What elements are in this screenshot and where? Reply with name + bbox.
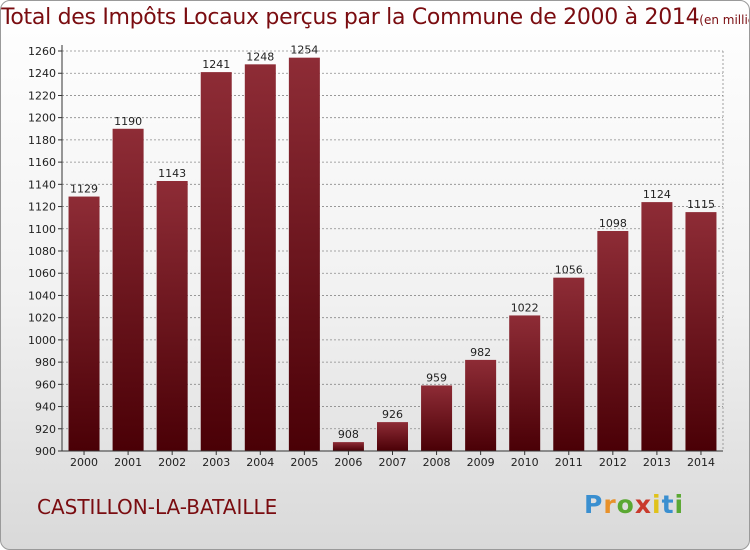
y-tick-label: 1120 [28,201,56,214]
x-tick-label: 2013 [643,456,671,469]
bar-value-label: 982 [470,346,491,359]
x-tick-label: 2010 [511,456,539,469]
x-tick-label: 2007 [379,456,407,469]
bar-2011 [553,277,585,451]
x-tick-label: 2005 [290,456,318,469]
x-tick-label: 2006 [334,456,362,469]
y-tick-label: 1020 [28,312,56,325]
bar-value-label: 1056 [555,264,583,277]
y-tick-label: 1080 [28,245,56,258]
bar-value-label: 1098 [599,217,627,230]
bar-2007 [377,422,408,451]
bar-value-label: 1143 [158,167,186,180]
y-tick-label: 1000 [28,334,56,347]
y-tick-label: 920 [35,423,56,436]
x-tick-label: 2012 [599,456,627,469]
y-tick-label: 1160 [28,156,56,169]
y-tick-label: 1040 [28,289,56,302]
bar-2001 [112,128,144,451]
bar-2009 [465,359,497,451]
bar-value-label: 1241 [202,58,230,71]
y-tick-label: 1140 [28,178,56,191]
logo-letter: t [661,490,675,519]
logo-letter: P [584,490,604,519]
bar-value-label: 1248 [246,50,274,63]
chart-title-unit: (en milliers d'€) [699,13,749,27]
logo-letter: x [634,490,652,519]
y-tick-label: 900 [35,445,56,458]
x-tick-label: 2003 [202,456,230,469]
bar-value-label: 959 [426,371,447,384]
x-tick-label: 2014 [687,456,715,469]
y-tick-label: 1100 [28,223,56,236]
y-tick-label: 1240 [28,67,56,80]
bar-2003 [200,72,232,451]
x-tick-label: 2002 [158,456,186,469]
bar-2013 [641,202,673,451]
y-tick-label: 1200 [28,112,56,125]
bar-2012 [597,231,629,451]
y-tick-label: 1220 [28,89,56,102]
bar-value-label: 1129 [70,183,98,196]
x-tick-label: 2001 [114,456,142,469]
logo-letter: i [652,490,662,519]
y-tick-label: 960 [35,378,56,391]
bar-2010 [509,315,541,451]
x-tick-label: 2004 [246,456,274,469]
bar-value-label: 1022 [511,301,539,314]
bar-value-label: 1124 [643,188,671,201]
bar-2006 [332,442,364,451]
y-tick-label: 1060 [28,267,56,280]
x-tick-label: 2000 [70,456,98,469]
y-tick-label: 940 [35,401,56,414]
proxiti-logo: Proxiti [584,490,684,519]
logo-letter: r [603,490,617,519]
y-tick-label: 1260 [28,45,56,58]
y-tick-label: 1180 [28,134,56,147]
bar-2002 [156,181,188,451]
y-tick-label: 980 [35,356,56,369]
logo-letter: i [674,490,685,519]
x-tick-label: 2008 [423,456,451,469]
bar-2014 [685,212,717,451]
bar-value-label: 1115 [687,198,715,211]
bar-2005 [288,57,320,452]
chart-title: Total des Impôts Locaux perçus par la Co… [1,5,749,30]
bar-value-label: 1190 [114,115,142,128]
bar-2004 [244,64,276,452]
bar-value-label: 926 [382,408,403,421]
bar-2008 [421,385,453,451]
logo-letter: o [616,490,635,519]
x-tick-label: 2009 [467,456,495,469]
bar-2000 [68,196,100,451]
bar-value-label: 1254 [290,44,318,57]
x-tick-label: 2011 [555,456,583,469]
bar-value-label: 908 [338,428,359,441]
chart-title-main: Total des Impôts Locaux perçus par la Co… [1,5,700,30]
commune-name: CASTILLON-LA-BATAILLE [37,495,278,519]
